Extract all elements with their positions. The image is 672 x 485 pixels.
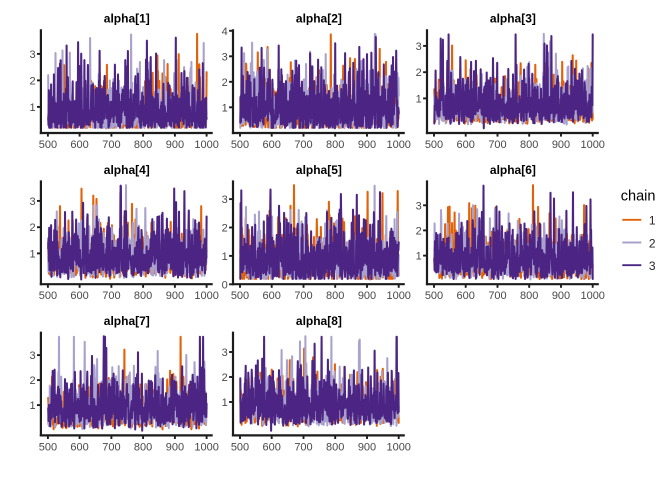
svg-text:900: 900 [358, 441, 376, 453]
svg-text:alpha[8]: alpha[8] [296, 314, 342, 328]
svg-text:800: 800 [520, 290, 538, 302]
svg-text:600: 600 [263, 290, 281, 302]
svg-text:1: 1 [29, 248, 35, 260]
svg-text:800: 800 [134, 139, 152, 151]
svg-text:500: 500 [39, 139, 57, 151]
svg-text:900: 900 [166, 290, 184, 302]
svg-text:700: 700 [102, 290, 120, 302]
svg-text:900: 900 [166, 139, 184, 151]
svg-text:1000: 1000 [386, 139, 410, 151]
svg-text:alpha[3]: alpha[3] [490, 12, 536, 26]
svg-text:600: 600 [70, 290, 88, 302]
svg-text:2: 2 [29, 75, 35, 87]
svg-text:600: 600 [457, 290, 475, 302]
svg-text:500: 500 [231, 441, 249, 453]
svg-text:3: 3 [222, 194, 228, 206]
svg-text:600: 600 [70, 441, 88, 453]
svg-text:2: 2 [416, 67, 422, 79]
svg-text:900: 900 [166, 441, 184, 453]
svg-text:2: 2 [222, 223, 228, 235]
svg-text:3: 3 [416, 200, 422, 212]
svg-text:1: 1 [416, 251, 422, 263]
svg-text:600: 600 [457, 139, 475, 151]
svg-text:1: 1 [222, 397, 228, 409]
svg-text:alpha[1]: alpha[1] [104, 12, 150, 26]
svg-text:2: 2 [649, 236, 656, 250]
svg-text:0: 0 [222, 279, 228, 291]
svg-text:500: 500 [425, 290, 443, 302]
svg-text:700: 700 [294, 441, 312, 453]
svg-text:alpha[4]: alpha[4] [104, 163, 150, 177]
svg-text:1: 1 [29, 400, 35, 412]
svg-text:800: 800 [326, 139, 344, 151]
svg-text:3: 3 [416, 41, 422, 53]
svg-text:1: 1 [222, 251, 228, 263]
svg-text:800: 800 [134, 290, 152, 302]
svg-text:900: 900 [552, 290, 570, 302]
svg-text:500: 500 [425, 139, 443, 151]
svg-text:1000: 1000 [580, 139, 604, 151]
svg-text:3: 3 [222, 51, 228, 63]
svg-text:500: 500 [39, 441, 57, 453]
svg-text:1: 1 [649, 214, 656, 228]
svg-text:500: 500 [231, 290, 249, 302]
svg-text:700: 700 [102, 441, 120, 453]
svg-text:700: 700 [294, 139, 312, 151]
svg-text:700: 700 [294, 290, 312, 302]
svg-text:500: 500 [39, 290, 57, 302]
svg-text:700: 700 [488, 139, 506, 151]
svg-text:3: 3 [649, 259, 656, 273]
svg-text:1: 1 [222, 102, 228, 114]
svg-text:alpha[2]: alpha[2] [296, 12, 342, 26]
svg-text:1: 1 [29, 102, 35, 114]
svg-text:3: 3 [29, 49, 35, 61]
svg-text:2: 2 [416, 225, 422, 237]
svg-text:3: 3 [29, 196, 35, 208]
svg-text:800: 800 [520, 139, 538, 151]
svg-text:1000: 1000 [194, 290, 218, 302]
svg-text:700: 700 [488, 290, 506, 302]
svg-text:alpha[6]: alpha[6] [490, 163, 536, 177]
svg-text:1: 1 [416, 93, 422, 105]
svg-text:3: 3 [222, 347, 228, 359]
svg-text:2: 2 [222, 77, 228, 89]
svg-text:800: 800 [326, 290, 344, 302]
svg-text:4: 4 [222, 26, 228, 38]
svg-text:3: 3 [29, 350, 35, 362]
svg-text:500: 500 [231, 139, 249, 151]
svg-text:1000: 1000 [194, 139, 218, 151]
svg-text:600: 600 [263, 441, 281, 453]
svg-text:900: 900 [358, 290, 376, 302]
svg-text:2: 2 [29, 375, 35, 387]
svg-text:600: 600 [70, 139, 88, 151]
svg-text:600: 600 [263, 139, 281, 151]
svg-text:2: 2 [29, 222, 35, 234]
svg-text:alpha[7]: alpha[7] [104, 314, 150, 328]
svg-text:900: 900 [552, 139, 570, 151]
svg-text:900: 900 [358, 139, 376, 151]
svg-text:800: 800 [326, 441, 344, 453]
svg-text:1000: 1000 [580, 290, 604, 302]
svg-text:chain: chain [621, 188, 656, 204]
svg-text:1000: 1000 [386, 290, 410, 302]
svg-text:1000: 1000 [386, 441, 410, 453]
svg-text:800: 800 [134, 441, 152, 453]
svg-text:2: 2 [222, 372, 228, 384]
svg-text:700: 700 [102, 139, 120, 151]
svg-text:alpha[5]: alpha[5] [296, 163, 342, 177]
svg-text:1000: 1000 [194, 441, 218, 453]
